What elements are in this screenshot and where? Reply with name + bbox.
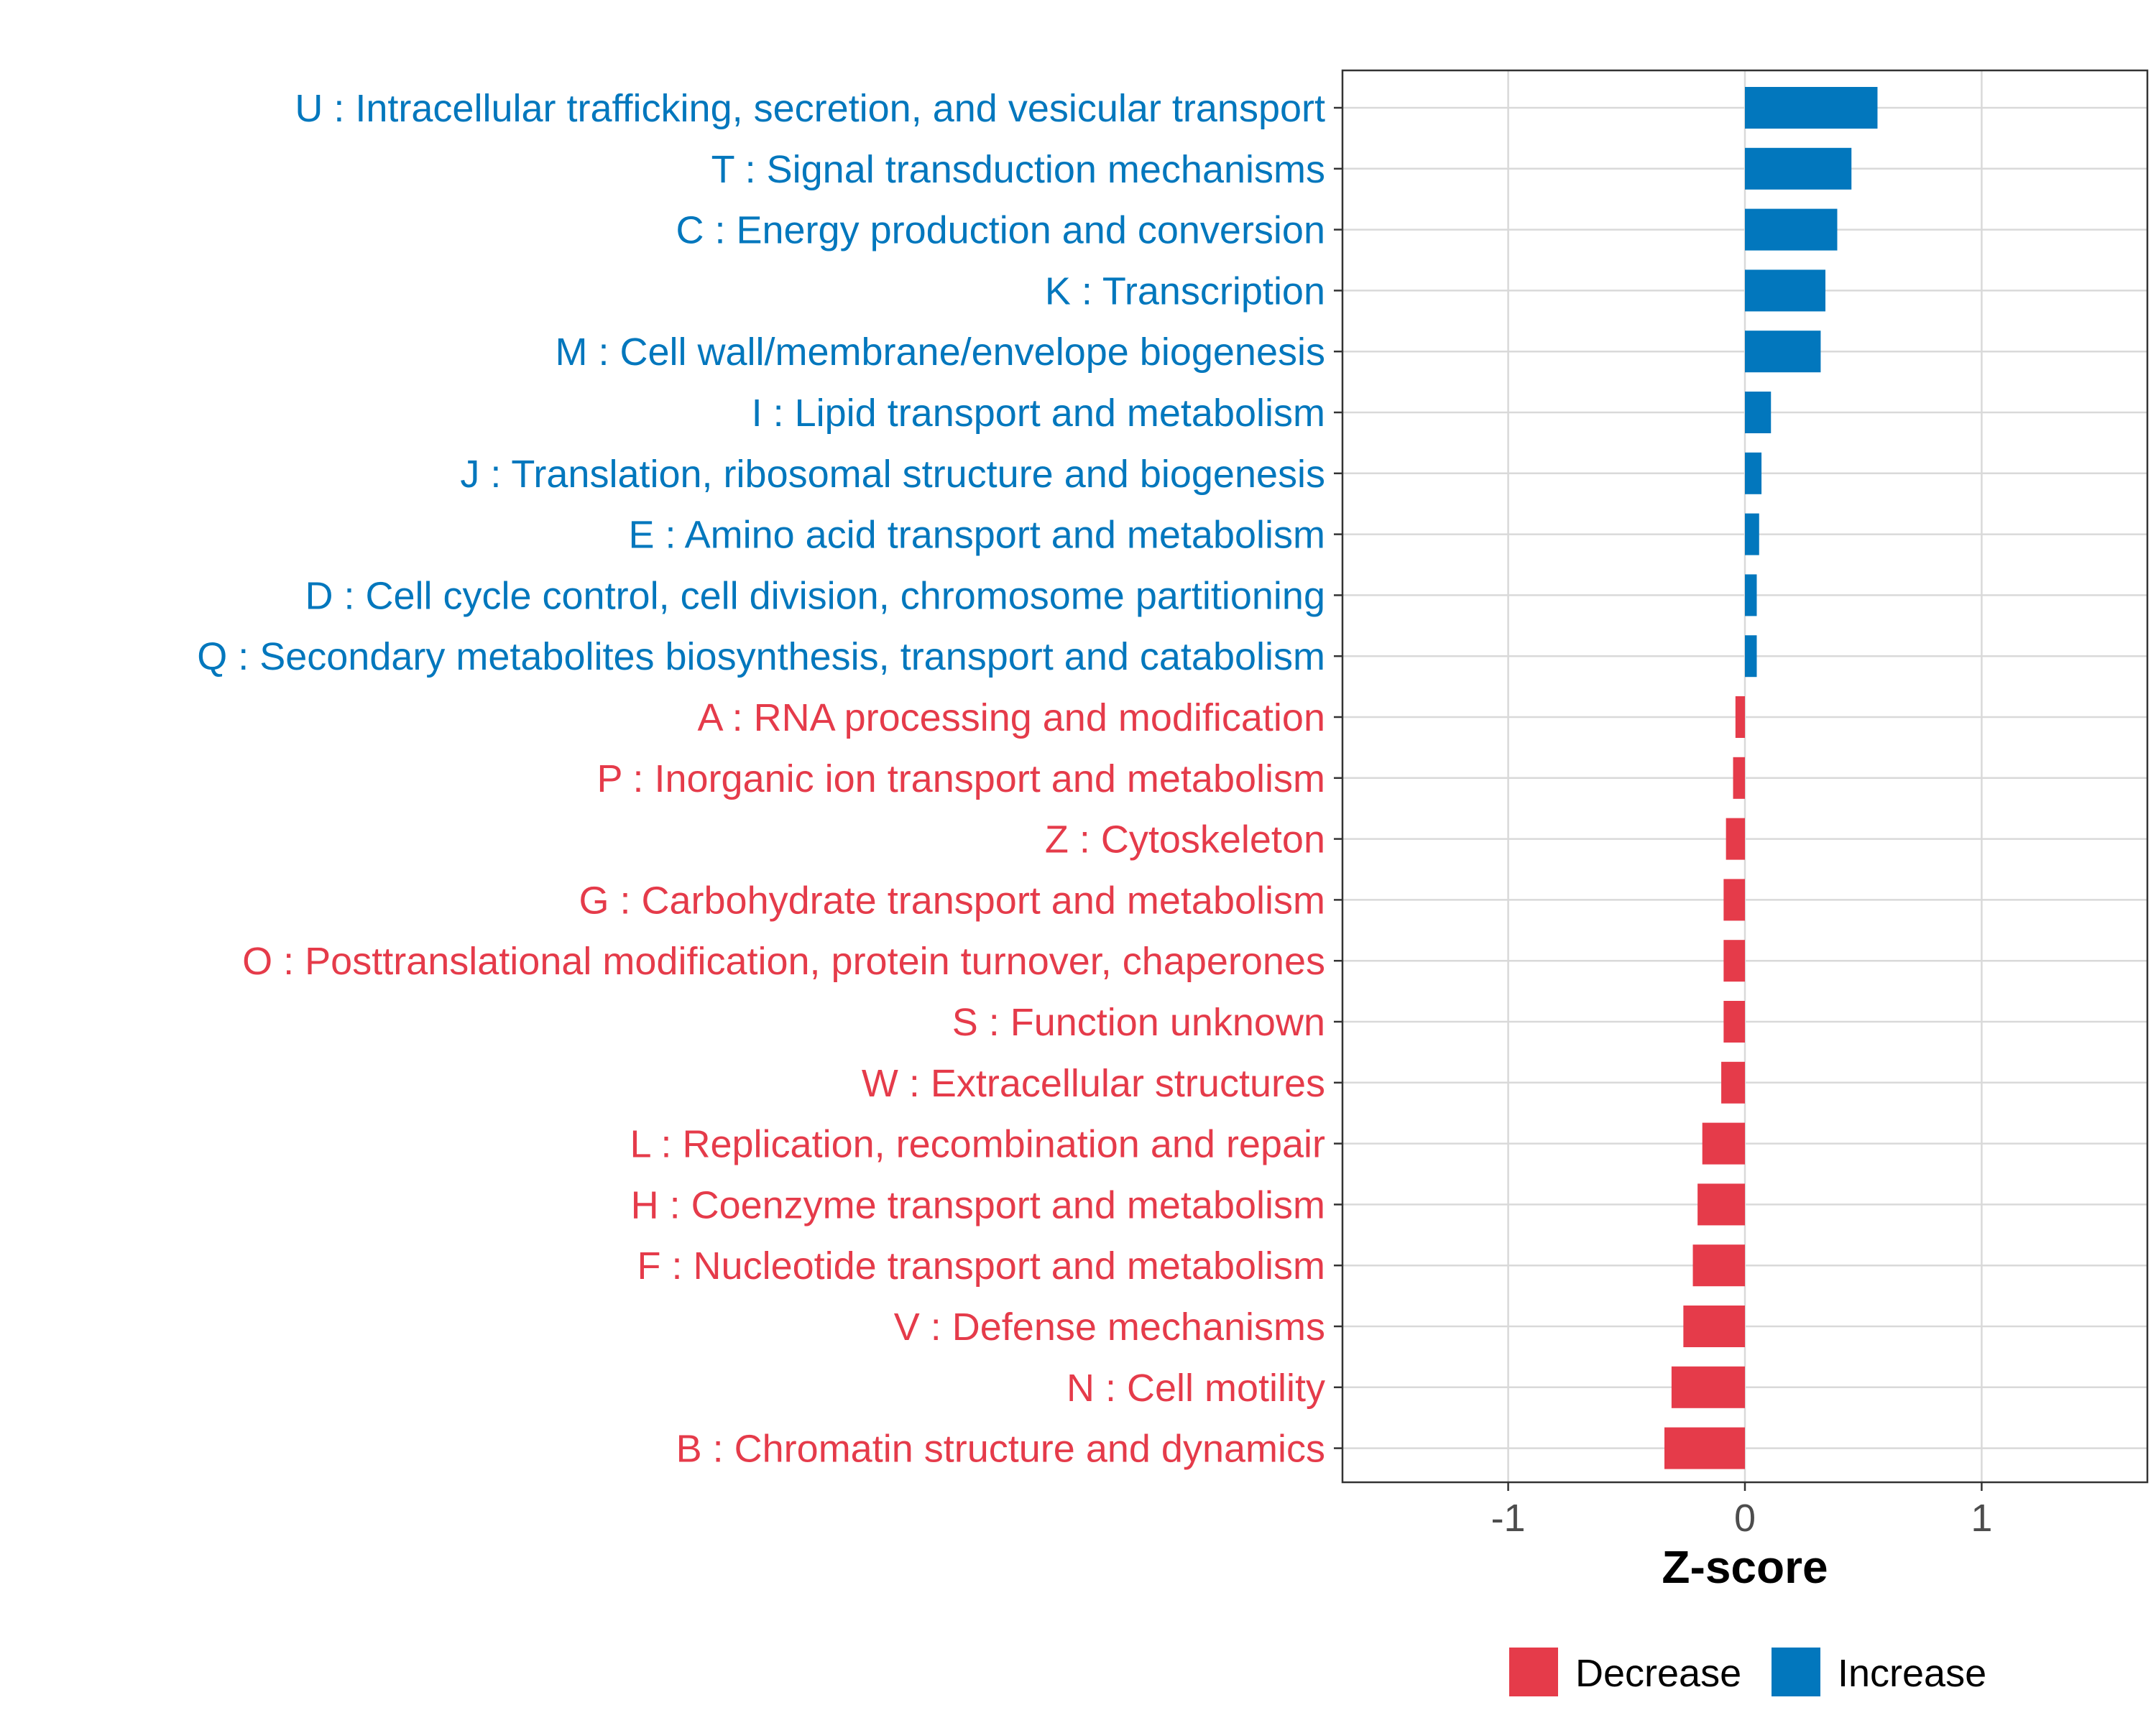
bar xyxy=(1745,452,1762,494)
bar xyxy=(1745,87,1878,129)
bar xyxy=(1692,1244,1745,1287)
bar xyxy=(1723,879,1745,921)
category-label: C : Energy production and conversion xyxy=(676,209,1325,252)
category-label: O : Posttranslational modification, prot… xyxy=(242,940,1325,983)
category-label: H : Coenzyme transport and metabolism xyxy=(631,1183,1325,1226)
y-tick-layer xyxy=(1334,106,1342,1449)
category-label: A : RNA processing and modification xyxy=(698,696,1325,739)
x-tick-label: -1 xyxy=(1491,1497,1526,1540)
category-label: G : Carbohydrate transport and metabolis… xyxy=(579,879,1326,922)
category-label: B : Chromatin structure and dynamics xyxy=(676,1428,1325,1471)
x-tick-label: 0 xyxy=(1734,1497,1756,1540)
bar xyxy=(1683,1306,1745,1347)
bar xyxy=(1723,940,1745,982)
bar xyxy=(1733,757,1745,799)
category-label: J : Translation, ribosomal structure and… xyxy=(460,453,1325,496)
bar xyxy=(1702,1122,1745,1165)
bar xyxy=(1723,1001,1745,1043)
category-label: N : Cell motility xyxy=(1067,1367,1325,1410)
category-label: Z : Cytoskeleton xyxy=(1045,818,1325,861)
legend-label-decrease: Decrease xyxy=(1575,1652,1741,1695)
category-label: P : Inorganic ion transport and metaboli… xyxy=(596,757,1325,800)
category-label: V : Defense mechanisms xyxy=(894,1306,1325,1349)
bar xyxy=(1745,147,1852,190)
bar xyxy=(1664,1427,1745,1469)
legend: Decrease Increase xyxy=(1509,1648,1986,1696)
bar xyxy=(1726,818,1745,860)
bar xyxy=(1745,331,1821,373)
x-tick-label: 1 xyxy=(1971,1497,1992,1540)
bar xyxy=(1671,1366,1745,1408)
category-label: E : Amino acid transport and metabolism xyxy=(629,514,1325,557)
legend-label-increase: Increase xyxy=(1838,1652,1986,1695)
category-label: K : Transcription xyxy=(1045,269,1325,313)
bar xyxy=(1745,269,1825,312)
category-label: F : Nucleotide transport and metabolism xyxy=(637,1244,1325,1288)
category-label: Q : Secondary metabolites biosynthesis, … xyxy=(197,635,1325,678)
bar xyxy=(1745,513,1759,555)
legend-swatch-increase xyxy=(1772,1648,1820,1696)
category-label: T : Signal transduction mechanisms xyxy=(711,148,1325,191)
x-tick-layer: -1 0 1 xyxy=(1491,1482,1992,1540)
legend-swatch-decrease xyxy=(1509,1648,1558,1696)
bar xyxy=(1745,208,1838,251)
bar xyxy=(1745,635,1757,678)
category-label: U : Intracellular trafficking, secretion… xyxy=(295,87,1325,130)
bar xyxy=(1745,574,1757,616)
category-label: D : Cell cycle control, cell division, c… xyxy=(305,574,1325,617)
category-label: L : Replication, recombination and repai… xyxy=(630,1123,1325,1166)
bar xyxy=(1697,1183,1745,1226)
bar xyxy=(1745,392,1772,433)
category-label: I : Lipid transport and metabolism xyxy=(752,392,1325,435)
bar-layer xyxy=(1664,87,1878,1469)
category-label: W : Extracellular structures xyxy=(862,1062,1325,1105)
bar xyxy=(1735,696,1745,738)
category-label-layer: U : Intracellular trafficking, secretion… xyxy=(197,87,1325,1471)
category-label: S : Function unknown xyxy=(952,1001,1325,1044)
bar xyxy=(1721,1061,1745,1104)
x-axis-title: Z-score xyxy=(1662,1541,1828,1593)
category-label: M : Cell wall/membrane/envelope biogenes… xyxy=(555,331,1325,374)
